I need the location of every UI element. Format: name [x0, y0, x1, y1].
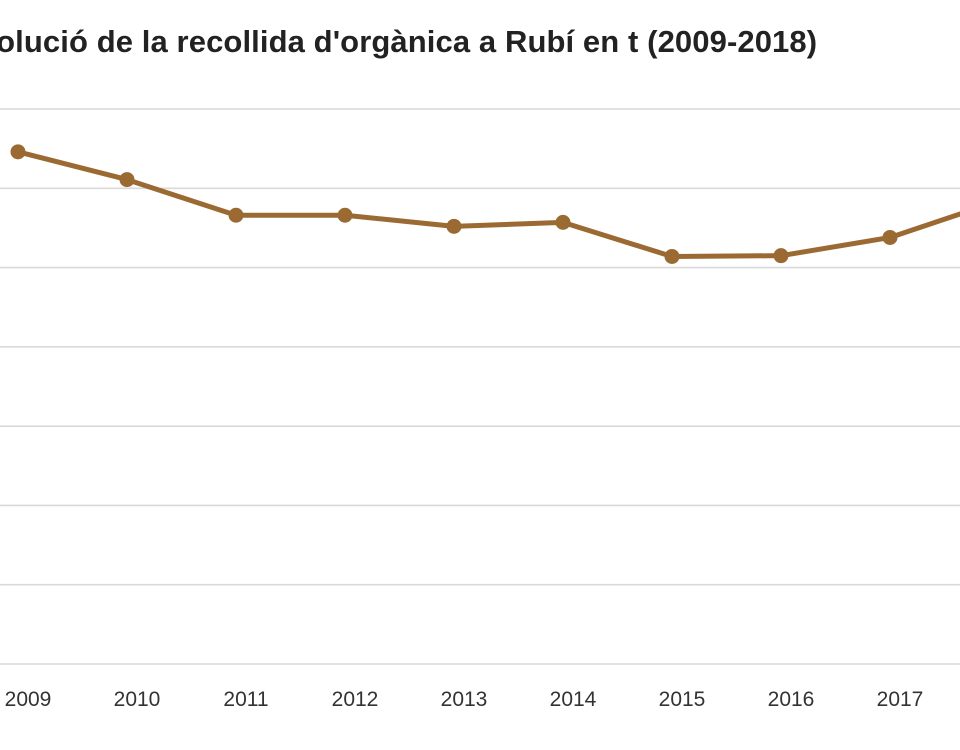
data-point: [664, 248, 680, 264]
x-tick-label: 2012: [332, 688, 379, 711]
data-point: [10, 144, 26, 160]
x-tick-label: 2016: [768, 688, 815, 711]
x-tick-label: 2009: [5, 688, 52, 711]
data-point: [337, 207, 353, 223]
series-line: [15, 149, 960, 259]
data-point: [446, 218, 462, 234]
data-point: [228, 207, 244, 223]
data-point: [773, 248, 789, 264]
data-point: [555, 214, 571, 230]
data-points: [10, 144, 898, 264]
gridlines: [0, 108, 960, 665]
chart-title: Evolució de la recollida d'orgànica a Ru…: [0, 24, 818, 59]
series-polyline: [15, 149, 960, 259]
data-point: [882, 229, 898, 245]
x-tick-label: 2017: [877, 688, 924, 711]
x-tick-label: 2010: [114, 688, 161, 711]
x-tick-label: 2014: [550, 688, 597, 711]
x-axis-tick-labels: 2009201020112012201320142015201620172018: [5, 688, 924, 711]
data-point: [119, 172, 135, 188]
x-tick-label: 2011: [223, 688, 268, 711]
x-tick-label: 2015: [659, 688, 706, 711]
x-tick-label: 2013: [441, 688, 488, 711]
